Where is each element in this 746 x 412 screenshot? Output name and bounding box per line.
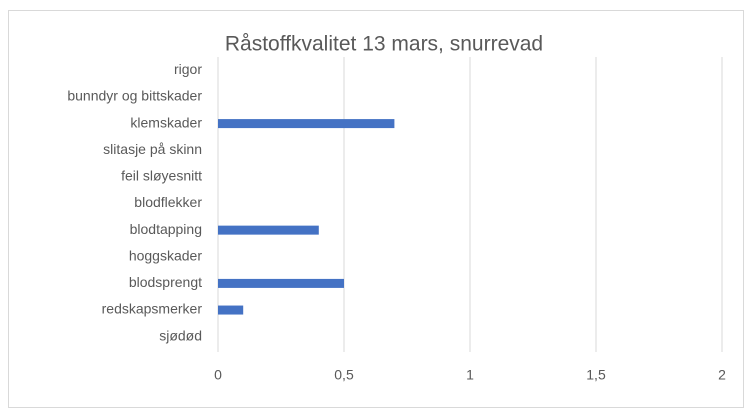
y-tick-label: hoggskader xyxy=(129,247,203,263)
chart-title: Råstoffkvalitet 13 mars, snurrevad xyxy=(225,33,543,56)
x-tick-label: 1 xyxy=(466,367,474,383)
y-tick-label: feil sløyesnitt xyxy=(121,168,202,184)
x-tick-label: 1,5 xyxy=(586,367,606,383)
y-tick-label: bunndyr og bittskader xyxy=(67,88,202,104)
y-tick-label: blodsprengt xyxy=(129,274,202,290)
y-tick-label: redskapsmerker xyxy=(102,301,203,317)
y-tick-label: sjødød xyxy=(159,327,202,343)
bar xyxy=(218,225,319,235)
bar xyxy=(218,305,244,315)
x-tick-label: 2 xyxy=(718,367,726,383)
x-tick-label: 0,5 xyxy=(334,367,354,383)
bar xyxy=(218,278,344,288)
y-tick-label: blodtapping xyxy=(130,221,202,237)
bar xyxy=(218,119,395,129)
y-tick-label: rigor xyxy=(174,61,202,77)
chart-border xyxy=(8,10,744,408)
y-tick-label: slitasje på skinn xyxy=(103,141,202,157)
y-tick-label: klemskader xyxy=(130,114,202,130)
x-tick-label: 0 xyxy=(214,367,222,383)
y-tick-label: blodflekker xyxy=(134,194,202,210)
